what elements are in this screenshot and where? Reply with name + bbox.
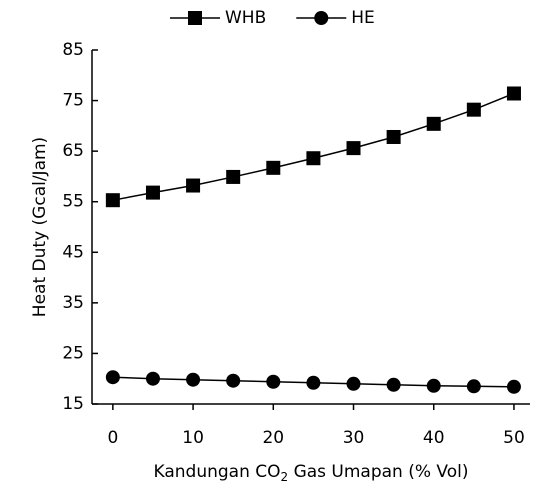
marker: [145, 185, 160, 200]
y-tick-label: 25: [62, 343, 84, 363]
y-tick-label: 85: [62, 40, 84, 60]
y-tick-label: 15: [62, 394, 84, 414]
marker: [466, 102, 481, 117]
marker: [426, 378, 441, 393]
marker: [266, 160, 281, 175]
x-tick-label: 0: [107, 428, 118, 448]
legend-label: WHB: [225, 8, 266, 28]
marker: [506, 379, 521, 394]
marker: [186, 372, 201, 387]
series-line: [112, 92, 515, 201]
y-tick-label: 75: [62, 91, 84, 111]
marker: [186, 178, 201, 193]
marker: [226, 373, 241, 388]
marker: [306, 151, 321, 166]
marker: [188, 11, 202, 25]
marker: [266, 374, 281, 389]
x-tick-label: 40: [423, 428, 445, 448]
y-tick-label: 65: [62, 141, 84, 161]
marker: [145, 371, 160, 386]
marker: [346, 141, 361, 156]
marker: [426, 116, 441, 131]
marker: [506, 86, 521, 101]
y-axis-label: Heat Duty (Gcal/Jam): [30, 137, 50, 317]
y-tick-label: 35: [62, 293, 84, 313]
marker: [105, 370, 120, 385]
x-tick-label: 20: [262, 428, 284, 448]
marker: [105, 193, 120, 208]
x-tick-label: 10: [182, 428, 204, 448]
marker: [314, 11, 329, 25]
marker: [346, 376, 361, 391]
marker: [226, 169, 241, 184]
y-tick-label: 45: [62, 242, 84, 262]
marker: [386, 377, 401, 392]
y-tick-label: 55: [62, 192, 84, 212]
marker: [386, 129, 401, 144]
marker: [466, 379, 481, 394]
x-tick-label: 30: [343, 428, 365, 448]
legend-label: HE: [351, 8, 375, 28]
x-tick-label: 50: [503, 428, 525, 448]
marker: [306, 375, 321, 390]
x-axis-label: Kandungan CO2 Gas Umapan (% Vol): [154, 462, 469, 484]
